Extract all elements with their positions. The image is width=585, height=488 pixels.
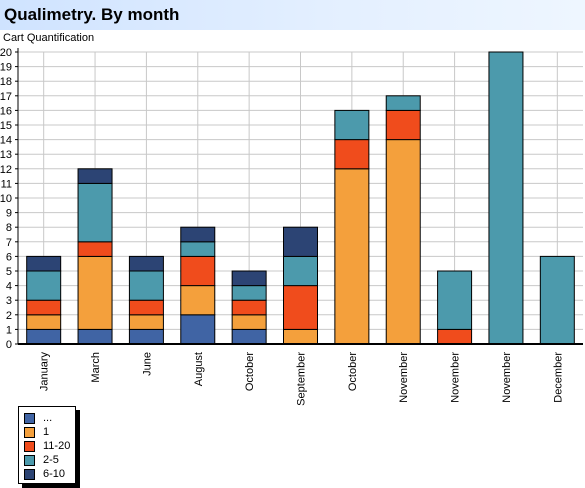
- bar-segment: [283, 328, 318, 345]
- bar-segment: [231, 270, 267, 287]
- bar-segment: [231, 285, 267, 301]
- chart-title: Qualimetry. By month: [4, 5, 180, 24]
- x-tick-label: September: [296, 352, 308, 406]
- bar-segment: [385, 95, 421, 111]
- y-tick-label: 15: [0, 120, 12, 132]
- legend-label: 6-10: [43, 468, 66, 480]
- bar-segment: [77, 168, 113, 184]
- y-tick-label: 10: [0, 193, 12, 205]
- chart-header: Qualimetry. By month: [0, 0, 585, 30]
- chart-subtitle: Cart Quantification: [3, 32, 95, 44]
- legend-item: 6-10: [24, 468, 65, 480]
- y-tick-label: 13: [0, 149, 12, 161]
- y-tick-label: 17: [0, 91, 12, 103]
- bar-segment: [231, 314, 267, 330]
- bar-segment: [539, 255, 575, 345]
- y-tick-label: 2: [6, 310, 12, 322]
- bar-segment: [283, 285, 318, 330]
- y-tick-label: 18: [0, 76, 12, 88]
- legend-swatch: [24, 426, 35, 438]
- x-tick-label: March: [90, 352, 102, 383]
- bar-segment: [437, 328, 473, 345]
- bar-segment: [26, 314, 62, 330]
- bar-segment: [180, 285, 216, 316]
- x-tick-label: October: [347, 352, 359, 391]
- bar-segment: [26, 299, 62, 316]
- bar-segment: [128, 270, 164, 301]
- y-tick-label: 8: [6, 222, 12, 234]
- y-tick-label: 16: [0, 105, 12, 117]
- bar-segment: [334, 168, 370, 345]
- x-tick-label: November: [501, 352, 513, 403]
- legend-swatch: [24, 454, 35, 466]
- bar-segment: [180, 226, 216, 243]
- legend-item: 11-20: [24, 440, 70, 452]
- x-tick-label: October: [244, 352, 256, 391]
- x-tick-label: January: [39, 352, 51, 392]
- legend-label: ...: [43, 412, 53, 424]
- bar-segment: [26, 328, 62, 345]
- bar-segment: [180, 241, 216, 257]
- y-tick-label: 7: [6, 237, 12, 249]
- legend-item: 1: [24, 426, 49, 438]
- bar-segment: [437, 270, 473, 330]
- bar-segment: [26, 255, 62, 272]
- y-tick-label: 5: [6, 266, 12, 278]
- x-tick-label: August: [193, 352, 205, 386]
- bar-segment: [283, 255, 318, 287]
- legend-item: 2-5: [24, 454, 59, 466]
- x-tick-label: December: [552, 352, 564, 403]
- y-tick-label: 11: [1, 178, 12, 190]
- y-tick-label: 0: [6, 339, 12, 351]
- bar-segment: [231, 328, 267, 345]
- bar-segment: [488, 51, 524, 345]
- y-tick-label: 19: [0, 62, 12, 74]
- y-tick-label: 1: [6, 324, 12, 336]
- x-tick-label: June: [141, 352, 153, 376]
- legend-swatch: [24, 412, 35, 424]
- bar-segment: [180, 314, 216, 345]
- legend-label: 2-5: [43, 454, 59, 466]
- bar-segment: [128, 314, 164, 330]
- legend-item: ...: [24, 412, 52, 424]
- legend: ... 1 11-20 2-5 6-10: [18, 406, 76, 484]
- y-tick-label: 4: [6, 281, 12, 293]
- y-tick-label: 6: [6, 251, 12, 263]
- bar-segment: [385, 109, 421, 141]
- legend-label: 11-20: [43, 440, 71, 452]
- bar-segment: [77, 255, 113, 330]
- bar-segment: [231, 299, 267, 316]
- bar-segment: [77, 182, 113, 243]
- bar-segment: [128, 299, 164, 316]
- bar-segment: [77, 328, 113, 345]
- bar-segment: [283, 226, 318, 257]
- bar-segment: [77, 241, 113, 257]
- bar-segment: [128, 328, 164, 345]
- legend-swatch: [24, 468, 35, 480]
- y-tick-label: 12: [0, 164, 12, 176]
- bar-segment: [128, 255, 164, 272]
- x-tick-label: November: [398, 352, 410, 403]
- legend-swatch: [24, 440, 35, 452]
- bar-segment: [334, 139, 370, 170]
- bar-segment: [26, 270, 62, 301]
- y-tick-label: 9: [6, 208, 12, 220]
- x-tick-label: November: [450, 352, 462, 403]
- y-tick-label: 20: [0, 47, 12, 59]
- bar-segment: [334, 109, 370, 141]
- bar-segment: [385, 139, 421, 345]
- legend-label: 1: [43, 426, 50, 438]
- y-tick-label: 3: [6, 295, 12, 307]
- y-tick-label: 14: [0, 135, 12, 147]
- bar-segment: [180, 255, 216, 287]
